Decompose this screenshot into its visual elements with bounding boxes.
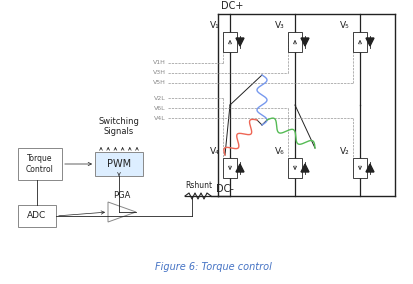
- Bar: [288, 158, 302, 178]
- Text: V6L: V6L: [154, 105, 166, 110]
- Bar: [223, 32, 237, 52]
- Text: ADC: ADC: [27, 212, 47, 220]
- Text: V₁: V₁: [210, 21, 220, 30]
- Text: PGA: PGA: [113, 191, 131, 200]
- Bar: [223, 158, 237, 178]
- Text: V5H: V5H: [153, 80, 166, 85]
- Text: PWM: PWM: [107, 159, 131, 169]
- Bar: [353, 32, 367, 52]
- Polygon shape: [366, 38, 374, 46]
- Bar: [95, 152, 143, 176]
- Polygon shape: [301, 38, 309, 46]
- Polygon shape: [108, 202, 136, 222]
- Polygon shape: [236, 38, 244, 46]
- Text: Switching
Signals: Switching Signals: [99, 117, 140, 136]
- Text: V₄: V₄: [210, 147, 220, 156]
- Polygon shape: [301, 164, 309, 172]
- Bar: [353, 158, 367, 178]
- Polygon shape: [236, 164, 244, 172]
- Text: Torque
Control: Torque Control: [26, 154, 54, 174]
- Text: DC+: DC+: [221, 1, 243, 11]
- Polygon shape: [366, 164, 374, 172]
- Text: DC-: DC-: [216, 184, 234, 194]
- Text: Rshunt: Rshunt: [185, 181, 213, 190]
- Text: V2L: V2L: [154, 95, 166, 101]
- Text: V₃: V₃: [275, 21, 285, 30]
- Text: V₅: V₅: [340, 21, 350, 30]
- Bar: [288, 32, 302, 52]
- Text: V4L: V4L: [154, 116, 166, 120]
- Text: V3H: V3H: [153, 70, 166, 76]
- Bar: [18, 205, 56, 227]
- Bar: [18, 148, 62, 180]
- Text: V1H: V1H: [153, 60, 166, 66]
- Text: V₂: V₂: [340, 147, 350, 156]
- Text: Figure 6: Torque control: Figure 6: Torque control: [154, 262, 271, 272]
- Text: V₆: V₆: [275, 147, 285, 156]
